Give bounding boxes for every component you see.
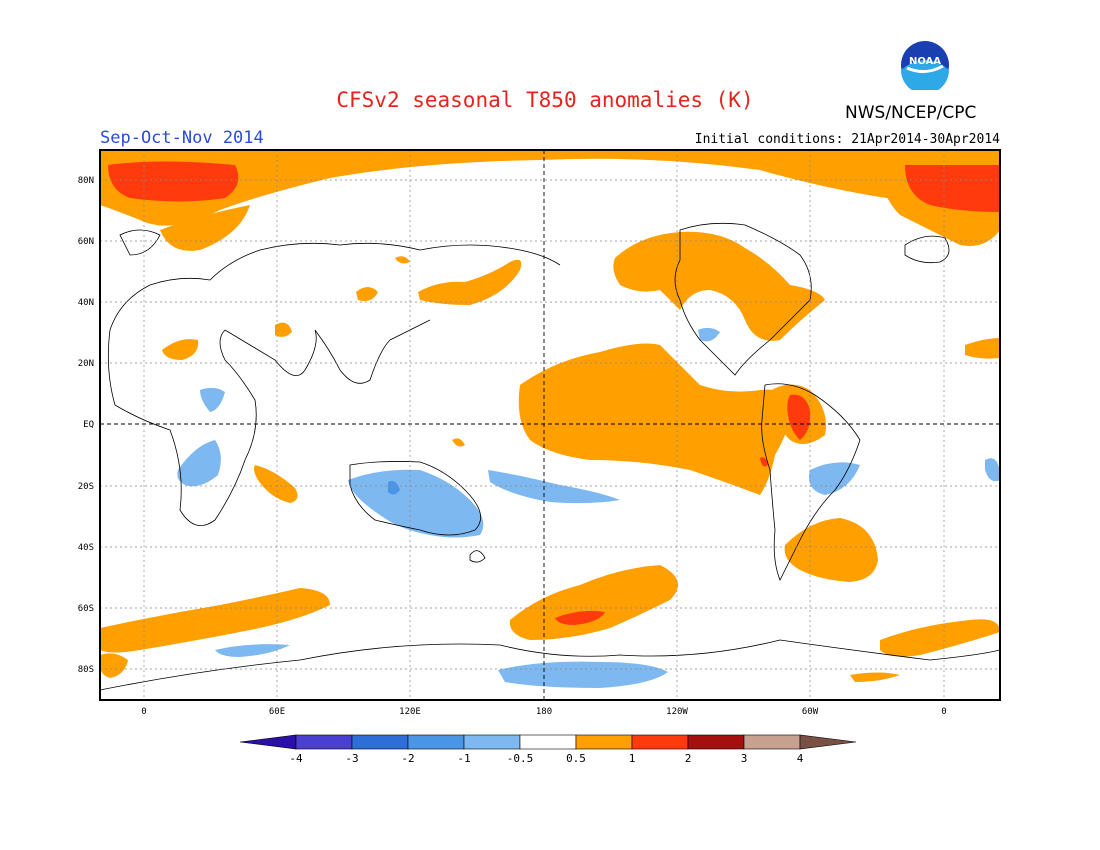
latitude-labels: 80N 60N 40N 20N EQ 20S 40S 60S 80S — [78, 176, 94, 675]
southern-ocean-red-core — [555, 610, 605, 625]
colorbar-tick-label: -3 — [345, 752, 358, 765]
tropical-pacific-warm — [518, 343, 795, 495]
central-asia-warm — [356, 287, 378, 301]
atlantic-cool-east — [985, 458, 1000, 482]
equator-dateline — [100, 150, 1000, 700]
lat-label-80n: 80N — [78, 176, 94, 186]
southern-ocean-warm-pacific — [509, 565, 678, 640]
lat-label-40s: 40S — [78, 543, 94, 553]
colorbar-tick-label: -1 — [457, 752, 470, 765]
lon-label-0-west: 0 — [141, 707, 146, 717]
colorbar-tick-label: 4 — [797, 752, 804, 765]
colorbar-swatch — [519, 734, 577, 750]
colorbar-swatch — [575, 734, 633, 750]
greenland-warm-east — [160, 205, 250, 251]
coastlines — [100, 222, 1000, 691]
southern-ocean-warm-west — [100, 588, 330, 653]
antarctic-warm-west — [100, 653, 128, 678]
colorbar-swatch — [407, 734, 465, 750]
svg-text:NOAA: NOAA — [909, 56, 941, 67]
australia-cool — [348, 469, 484, 538]
noaa-logo: NOAA — [901, 41, 949, 90]
colorbar-tick-label: -0.5 — [507, 752, 534, 765]
colorbar-min-arrow — [239, 734, 297, 750]
colorbar-swatch — [351, 734, 409, 750]
east-africa-cool — [200, 387, 225, 412]
initial-conditions-label: Initial conditions: 21Apr2014-30Apr2014 — [694, 132, 1000, 147]
lat-label-80s: 80S — [78, 665, 94, 675]
colorbar-tick-label: 1 — [629, 752, 636, 765]
colorbar-tick-label: -4 — [289, 752, 303, 765]
arctic-warm-anomaly — [100, 150, 1000, 226]
lat-label-60n: 60N — [78, 237, 94, 247]
lat-label-60s: 60S — [78, 604, 94, 614]
antarctic-warm-east — [850, 672, 900, 682]
lon-label-60w: 60W — [802, 707, 819, 717]
colorbar-tick-label: 3 — [741, 752, 748, 765]
antarctic-cool-indian — [215, 644, 290, 657]
colorbar-tick-label: 2 — [685, 752, 692, 765]
colorbar-tick-label: 0.5 — [566, 752, 586, 765]
lat-label-eq: EQ — [83, 420, 94, 430]
west-africa-warm-east — [965, 338, 1000, 359]
map-frame — [99, 149, 1001, 701]
lon-label-180: 180 — [536, 707, 552, 717]
lon-label-0-east: 0 — [941, 707, 946, 717]
andes-red-core — [760, 457, 768, 467]
lat-label-20s: 20S — [78, 482, 94, 492]
lon-label-60e: 60E — [269, 707, 285, 717]
agency-label: NWS/NCEP/CPC — [845, 103, 977, 123]
graticule — [100, 150, 1000, 700]
north-america-cool — [698, 327, 720, 342]
south-pacific-cool — [488, 470, 620, 504]
east-asia-warm — [418, 259, 522, 305]
lat-label-20n: 20N — [78, 359, 94, 369]
south-atlantic-warm — [784, 518, 878, 582]
new-guinea-warm — [452, 438, 465, 447]
australia-cool-core — [388, 481, 400, 495]
lon-label-120e: 120E — [399, 707, 421, 717]
siberia-warm — [395, 256, 410, 264]
lon-label-120w: 120W — [666, 707, 688, 717]
colorbar-max-arrow — [799, 734, 857, 750]
colorbar-swatch — [631, 734, 689, 750]
southern-africa-cool — [177, 440, 221, 487]
colorbar: -4 -3 -2 -1 -0.5 0.5 1 2 3 4 — [239, 734, 857, 765]
north-america-warm — [613, 231, 825, 341]
southern-ocean-warm-east — [880, 619, 1000, 657]
colorbar-tick-label: -2 — [401, 752, 414, 765]
lat-label-40n: 40N — [78, 298, 94, 308]
amazon-red-core — [787, 394, 811, 440]
longitude-labels: 0 60E 120E 180 120W 60W 0 — [141, 707, 946, 717]
arabia-warm — [275, 322, 292, 337]
colorbar-swatch — [295, 734, 353, 750]
arctic-red-core-east — [905, 165, 1000, 212]
chart-title: CFSv2 seasonal T850 anomalies (K) — [336, 88, 754, 112]
colorbar-swatch — [687, 734, 745, 750]
sahara-warm — [162, 339, 199, 360]
season-label: Sep-Oct-Nov 2014 — [100, 128, 264, 148]
mozambique-warm — [254, 465, 298, 503]
arctic-red-core-west — [108, 161, 239, 202]
colorbar-swatch — [463, 734, 521, 750]
map-field — [100, 150, 1000, 700]
colorbar-swatch — [743, 734, 801, 750]
antarctic-cool-ross — [498, 661, 668, 688]
